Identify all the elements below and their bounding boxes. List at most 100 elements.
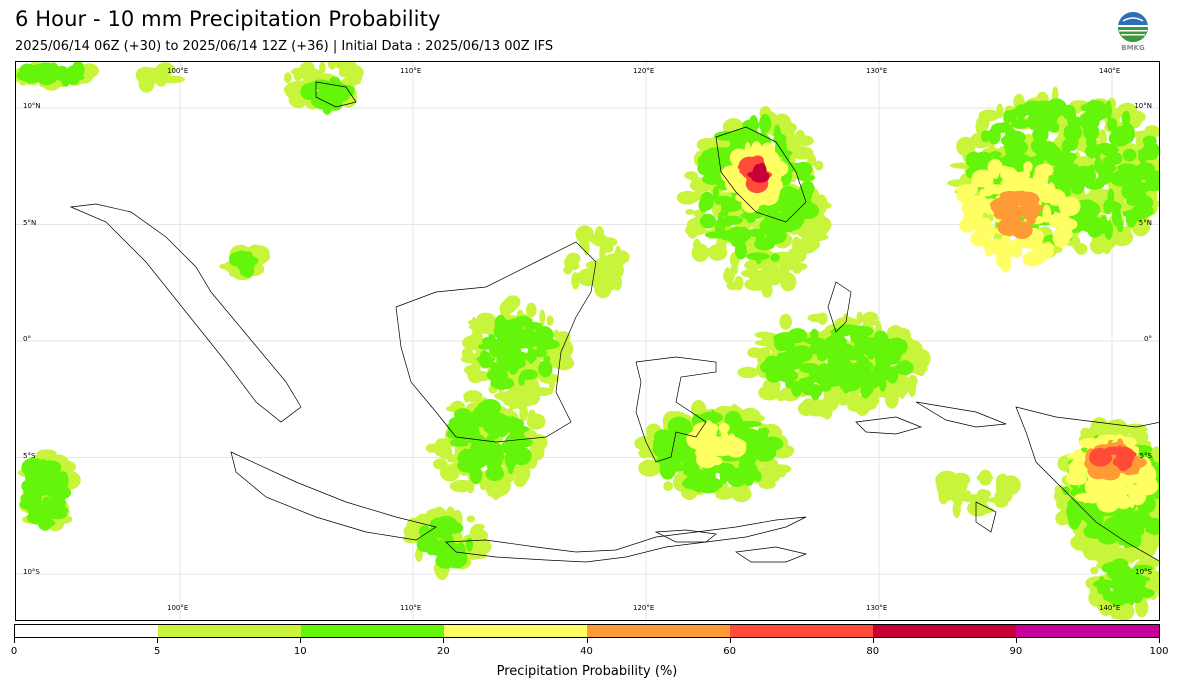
coastline-path — [230, 451, 437, 541]
precip-cell — [465, 537, 474, 552]
precip-cell — [1061, 171, 1082, 186]
precip-cell — [853, 360, 874, 372]
precip-cell — [777, 369, 799, 383]
precip-cell — [299, 62, 314, 81]
precip-cell — [500, 359, 516, 367]
precip-cell — [1130, 509, 1151, 527]
lon-label-top: 100°E — [167, 67, 189, 75]
precip-cell — [34, 68, 47, 78]
colorbar-tick-mark — [872, 638, 874, 643]
precip-cell — [535, 326, 554, 345]
precip-cell — [817, 312, 828, 325]
precip-cell — [639, 447, 649, 459]
precip-cell — [750, 170, 770, 183]
precip-cell — [479, 399, 502, 416]
precip-cell — [810, 328, 819, 342]
precip-cell — [989, 151, 1002, 158]
precip-cell — [830, 361, 840, 377]
precip-cell — [484, 436, 496, 451]
precip-cell — [684, 171, 698, 180]
precip-cell — [494, 462, 502, 477]
precip-cell — [759, 219, 771, 232]
precip-cell — [1142, 135, 1157, 147]
precip-cell — [1143, 177, 1159, 191]
precip-cell — [510, 466, 528, 477]
precip-cell — [471, 525, 484, 538]
precip-cell — [1075, 528, 1082, 540]
precip-cell — [1107, 117, 1118, 132]
coastline-path — [445, 516, 807, 563]
lon-label-top: 140°E — [1099, 67, 1121, 75]
precip-cell — [345, 62, 358, 78]
colorbar-tick-label: 80 — [866, 646, 880, 657]
lon-label-top: 110°E — [400, 67, 422, 75]
coastline-path — [69, 203, 302, 423]
precip-cell — [1078, 112, 1100, 131]
precip-cell — [884, 339, 901, 353]
lon-label-bottom: 100°E — [167, 604, 189, 612]
precip-cell — [740, 211, 764, 220]
precip-cell — [975, 117, 984, 136]
precip-cell — [1111, 480, 1127, 495]
lon-label-top: 130°E — [866, 67, 888, 75]
precip-cell — [507, 441, 520, 448]
precip-cell — [1127, 110, 1146, 124]
precip-cell — [1000, 254, 1011, 273]
precip-cell — [521, 331, 535, 349]
lon-label-bottom: 120°E — [633, 604, 655, 612]
precip-cell — [513, 392, 536, 407]
precip-cell — [319, 62, 326, 75]
precip-cell — [719, 466, 729, 484]
precip-cell — [575, 225, 594, 244]
lat-label-right: 5°N — [1138, 218, 1152, 227]
precip-cell — [327, 62, 338, 70]
precip-cell — [744, 142, 751, 160]
precip-cell — [662, 452, 680, 471]
precip-cell — [695, 447, 718, 459]
precip-cell — [501, 417, 508, 432]
precip-cell — [735, 431, 743, 438]
precip-cell — [739, 407, 761, 426]
precip-cell — [1159, 174, 1160, 191]
precip-cell — [1110, 228, 1134, 247]
precip-cell — [602, 244, 614, 253]
precip-cell — [1104, 220, 1113, 240]
precip-cell — [1086, 521, 1096, 534]
precip-cell — [1098, 529, 1117, 539]
precip-cell — [1152, 575, 1159, 591]
colorbar-tick-mark — [300, 638, 302, 643]
precip-cell — [424, 537, 438, 556]
globe-icon — [1118, 12, 1148, 42]
precip-cell — [1155, 511, 1159, 519]
precip-cell — [748, 115, 759, 134]
precip-cell — [737, 489, 749, 495]
precip-cell — [1064, 224, 1071, 233]
precip-cell — [638, 459, 661, 477]
precip-cell — [1053, 245, 1063, 253]
colorbar-segment — [158, 625, 301, 637]
precip-cell — [513, 474, 527, 488]
precip-cell — [1097, 434, 1119, 441]
precip-cell — [321, 95, 330, 109]
precip-cell — [700, 191, 715, 211]
precip-cell — [989, 238, 1005, 255]
precip-cell — [1009, 238, 1031, 249]
colorbar-tick-label: 100 — [1149, 646, 1169, 657]
precip-cell — [530, 349, 547, 358]
colorbar-tick-label: 90 — [1009, 646, 1023, 657]
coastline-path — [395, 241, 597, 443]
lat-label-right: 10°N — [1134, 102, 1152, 110]
precip-cell — [1011, 118, 1031, 129]
precip-cell — [705, 163, 714, 183]
precip-cell — [1097, 585, 1111, 595]
precip-cell — [539, 309, 546, 326]
precip-cell — [519, 404, 528, 422]
precip-cell — [526, 413, 546, 430]
chart-title: 6 Hour - 10 mm Precipitation Probability — [15, 7, 441, 31]
precip-cell — [991, 122, 1013, 133]
coastline-path — [855, 416, 923, 435]
coastline-path — [715, 126, 807, 223]
precip-cell — [952, 500, 961, 519]
colorbar-tick-label: 10 — [293, 646, 307, 657]
precip-cell — [53, 486, 72, 499]
